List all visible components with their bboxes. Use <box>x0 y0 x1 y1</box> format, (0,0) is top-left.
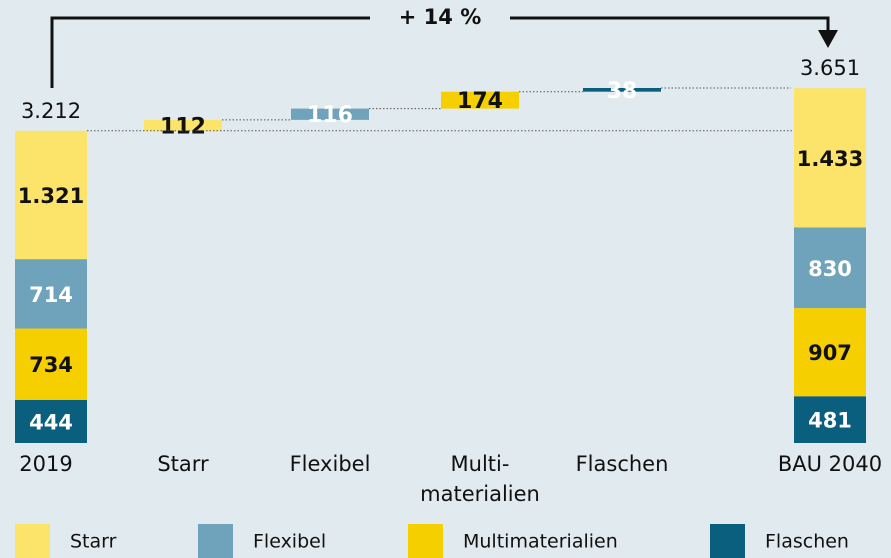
bar <box>15 130 87 260</box>
value-label: 1.321 <box>18 184 84 208</box>
bar <box>794 227 866 309</box>
legend-label: Starr <box>70 531 117 553</box>
legend-swatch <box>710 524 745 558</box>
bar <box>794 396 866 443</box>
value-label: 830 <box>808 257 852 281</box>
legend-label: Multimaterialien <box>463 531 618 553</box>
x-tick-label: Flaschen <box>576 452 669 476</box>
value-label: 116 <box>307 103 353 128</box>
x-tick-label: 2019 <box>19 452 72 476</box>
value-label: 112 <box>160 114 206 139</box>
legend-label: Flexibel <box>253 531 326 553</box>
bracket <box>50 16 370 88</box>
x-tick-label: Starr <box>157 452 209 476</box>
legend-label: Flaschen <box>765 531 849 553</box>
bar <box>144 119 222 131</box>
x-tick-label: BAU 2040 <box>778 452 882 476</box>
value-label: 734 <box>29 353 73 377</box>
bar <box>583 88 661 92</box>
value-label: 907 <box>808 341 852 365</box>
bar <box>441 91 519 109</box>
value-label: 714 <box>29 283 73 307</box>
value-label: 444 <box>29 410 73 434</box>
x-tick-label: Flexibel <box>290 452 371 476</box>
total-label: 3.212 <box>21 99 81 123</box>
value-label: 481 <box>808 409 852 433</box>
bar <box>15 259 87 329</box>
bar <box>291 108 369 120</box>
x-tick-label: Multi-materialien <box>420 452 540 506</box>
total-label: 3.651 <box>800 56 860 80</box>
legend-swatch <box>15 524 50 558</box>
value-label: 38 <box>607 79 638 104</box>
bar <box>794 88 866 228</box>
legend-swatch <box>408 524 443 558</box>
legend-swatch <box>198 524 233 558</box>
bracket <box>510 16 830 36</box>
arrow-head <box>818 30 838 48</box>
bar <box>15 399 87 443</box>
bar <box>794 308 866 397</box>
value-label: 1.433 <box>797 147 863 171</box>
annotation: + 14 % <box>399 5 481 29</box>
bar <box>15 328 87 400</box>
value-label: 174 <box>457 89 503 114</box>
